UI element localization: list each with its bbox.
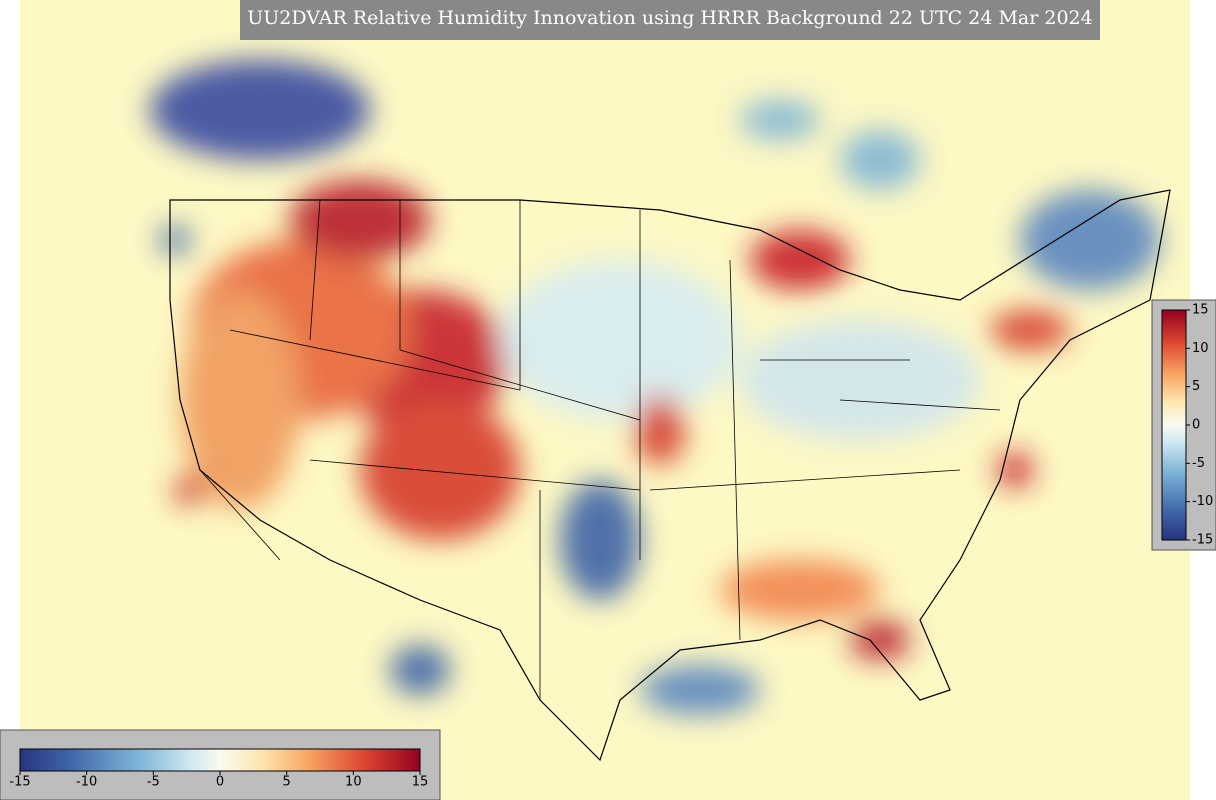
title-box: UU2DVAR Relative Humidity Innovation usi…	[240, 0, 1100, 40]
title-background	[240, 0, 1100, 40]
colorbar-tick-label: -15	[9, 775, 30, 790]
colorbar-gradient	[19, 748, 421, 772]
colorbar-tick-label: 0	[216, 775, 224, 790]
colorbar-tick-label: 15	[412, 775, 429, 790]
colorbar-vertical: -15 -10 -5 0 5 10 15	[1151, 299, 1216, 551]
map-field	[20, 0, 1190, 800]
colorbar-tick-label: -10	[76, 775, 97, 790]
colorbar-gradient	[1161, 309, 1187, 541]
colorbar-tick-label: 10	[1192, 341, 1209, 356]
colorbar-tick-label: 15	[1192, 303, 1209, 318]
colorbar-tick-label: 0	[1192, 418, 1200, 433]
colorbar-tick-label: 10	[345, 775, 362, 790]
map-title: UU2DVAR Relative Humidity Innovation usi…	[247, 7, 1092, 29]
colorbar-tick-label: -15	[1192, 533, 1213, 548]
colorbar-tick-label: -10	[1192, 494, 1213, 509]
colorbar-tick-label: 5	[283, 775, 291, 790]
colorbar-horizontal: -15 -10 -5 0 5 10 15	[0, 729, 441, 800]
colorbar-tick-label: 5	[1192, 379, 1200, 394]
colorbar-tick-label: -5	[1192, 456, 1205, 471]
colorbar-tick-label: -5	[147, 775, 160, 790]
